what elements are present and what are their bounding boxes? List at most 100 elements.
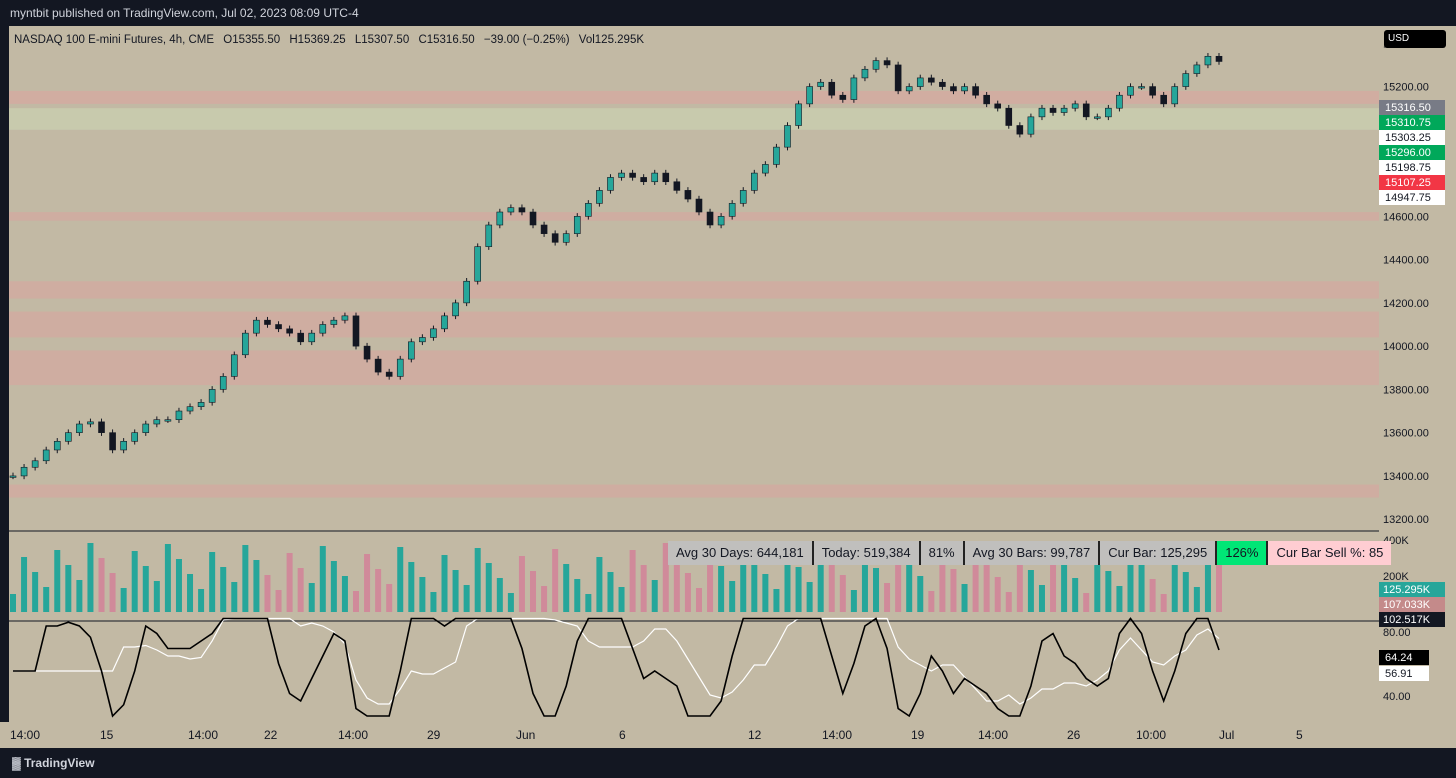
volume-bar bbox=[684, 573, 691, 612]
candle bbox=[861, 68, 869, 79]
candle bbox=[529, 211, 537, 226]
volume-bar bbox=[164, 544, 171, 612]
candle bbox=[695, 198, 703, 213]
volume-bar bbox=[1027, 570, 1034, 612]
candle bbox=[253, 319, 260, 334]
candle bbox=[463, 280, 470, 304]
volume-bar bbox=[286, 553, 293, 612]
volume-bar bbox=[76, 580, 83, 612]
volume-bar bbox=[695, 588, 702, 612]
time-tick-label: 14:00 bbox=[188, 728, 219, 742]
candle bbox=[9, 475, 17, 478]
candle bbox=[673, 181, 681, 191]
volume-bar bbox=[352, 591, 359, 612]
time-tick-label: 5 bbox=[1296, 728, 1303, 742]
candle bbox=[562, 233, 570, 243]
chart-legend: NASDAQ 100 E-mini Futures, 4h, CME O1535… bbox=[14, 34, 650, 46]
time-axis[interactable]: 14:00 15 14:00 22 14:00 29 Jun 6 12 14:00 19 14:00 2… bbox=[0, 722, 1456, 748]
volume-label-box bbox=[1379, 582, 1445, 597]
candle bbox=[573, 216, 581, 234]
volume-bar bbox=[330, 561, 337, 612]
candle bbox=[1049, 107, 1057, 113]
candle bbox=[1005, 107, 1013, 126]
candle bbox=[828, 81, 836, 96]
volume-bar bbox=[895, 546, 902, 612]
candle bbox=[20, 466, 28, 477]
candle bbox=[1060, 107, 1068, 113]
price-tick-label: 14600.00 bbox=[1383, 211, 1429, 223]
cur-sell-cell: Cur Bar Sell %: 85 bbox=[1268, 541, 1392, 565]
candle bbox=[352, 315, 360, 347]
volume-bar bbox=[817, 545, 824, 612]
candle bbox=[596, 190, 603, 204]
candle bbox=[1215, 55, 1223, 62]
candle bbox=[474, 246, 481, 282]
price-tick-label: 13600.00 bbox=[1383, 428, 1429, 440]
oscillator-signal-line bbox=[13, 617, 1220, 705]
chart-area[interactable] bbox=[9, 26, 1379, 722]
volume-bar bbox=[231, 582, 238, 612]
volume-bar bbox=[397, 547, 404, 612]
time-tick-label: 22 bbox=[264, 728, 278, 742]
candle bbox=[87, 421, 94, 425]
bottom-bar: ▓ TradingView bbox=[0, 748, 1456, 778]
volume-bar bbox=[1116, 586, 1123, 612]
volume-bar bbox=[861, 553, 868, 612]
volume-bar bbox=[496, 578, 503, 612]
candle bbox=[1038, 107, 1046, 118]
candle bbox=[264, 319, 271, 325]
volume-bar bbox=[1083, 593, 1090, 612]
time-tick-label: 14:00 bbox=[978, 728, 1009, 742]
candle bbox=[275, 324, 282, 330]
candle bbox=[308, 332, 316, 343]
price-label-box bbox=[1379, 190, 1445, 205]
volume-bar bbox=[1171, 557, 1178, 612]
candle bbox=[1171, 86, 1179, 105]
volume-bar bbox=[1204, 550, 1211, 612]
volume-bar bbox=[828, 560, 835, 612]
candle bbox=[297, 332, 304, 343]
price-scale[interactable]: 13200.00 13400.00 13600.00 13800.00 14000.00… bbox=[1379, 26, 1456, 722]
time-tick-label: 14:00 bbox=[822, 728, 853, 742]
price-label: 15296.00 bbox=[1385, 147, 1431, 159]
symbol-title[interactable]: NASDAQ 100 E-mini Futures, 4h, CME bbox=[14, 34, 215, 46]
candle bbox=[684, 190, 692, 200]
chart-canvas[interactable] bbox=[9, 26, 1379, 722]
candle bbox=[441, 315, 448, 330]
osc-tick-label: 80.00 bbox=[1383, 627, 1411, 639]
volume-bar bbox=[386, 584, 393, 612]
candle bbox=[872, 60, 880, 70]
volume-label-box bbox=[1379, 597, 1445, 612]
price-label: 15316.50 bbox=[1385, 102, 1431, 114]
candle bbox=[408, 341, 415, 360]
price-label-box bbox=[1379, 175, 1445, 190]
candle bbox=[950, 86, 957, 92]
volume-bar bbox=[153, 581, 160, 612]
osc-label-box bbox=[1379, 666, 1429, 681]
volume-bar bbox=[1105, 571, 1112, 612]
candle bbox=[850, 77, 858, 100]
volume-bar bbox=[10, 594, 16, 612]
volume-bar bbox=[729, 581, 736, 612]
avg-30-bars-cell: Avg 30 Bars: 99,787 bbox=[964, 541, 1101, 565]
volume-bar bbox=[142, 566, 149, 612]
today-cell: Today: 519,384 bbox=[813, 541, 921, 565]
candle bbox=[109, 432, 116, 451]
price-label: 15107.25 bbox=[1385, 177, 1431, 189]
candle bbox=[153, 419, 161, 425]
currency-button[interactable]: USD bbox=[1384, 30, 1446, 48]
candle bbox=[728, 203, 736, 217]
candle bbox=[1082, 103, 1090, 118]
tradingview-logo[interactable]: ▓ TradingView bbox=[12, 756, 95, 770]
zone-band bbox=[9, 350, 1379, 386]
candle bbox=[585, 203, 592, 217]
volume-label: 125.295K bbox=[1383, 584, 1431, 596]
candle bbox=[839, 94, 847, 100]
volume-bar bbox=[54, 550, 61, 612]
volume-bar bbox=[175, 559, 182, 612]
logo-icon: ▓ bbox=[12, 756, 21, 770]
volume-bar bbox=[950, 569, 957, 612]
volume-bar bbox=[220, 567, 227, 612]
volume-bar bbox=[850, 590, 857, 612]
candle bbox=[817, 81, 824, 87]
